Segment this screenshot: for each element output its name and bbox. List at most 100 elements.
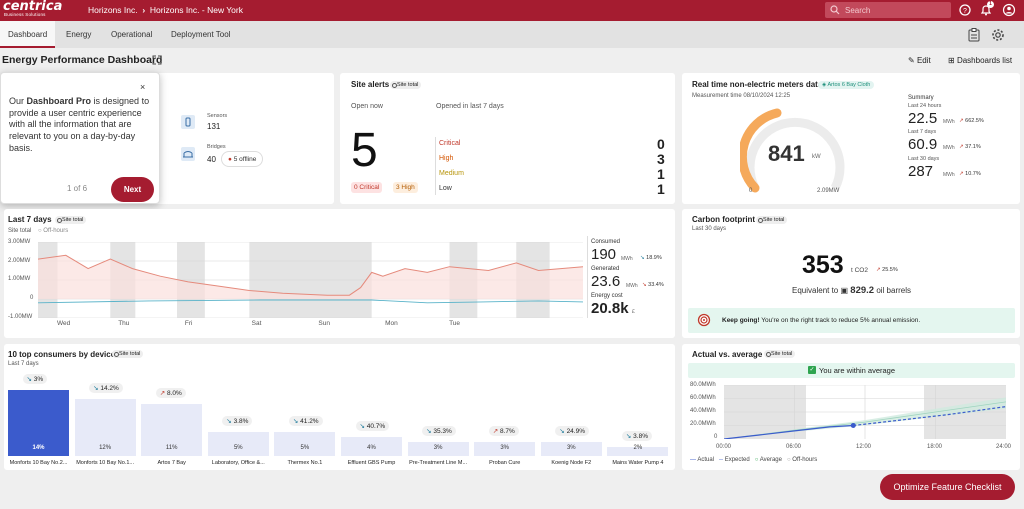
svg-text:?: ? — [963, 8, 967, 15]
day-label-sat: Sat — [251, 320, 262, 327]
expected-line — [853, 406, 1006, 427]
bell-icon[interactable] — [979, 3, 993, 17]
meter-tag[interactable]: ◈ Artos 6 Bay Cloth — [818, 81, 875, 89]
actual-ytick-40: 40.0MWh — [690, 408, 716, 414]
consumer-bar[interactable] — [474, 441, 536, 456]
carbon-chip[interactable]: Site total — [756, 216, 788, 224]
consumer-trend-value: 41.2% — [300, 418, 319, 426]
level-high-label: High — [439, 155, 454, 162]
opened-7d-label: Opened in last 7 days — [436, 103, 504, 110]
meter-tag-label: Artos 6 Bay Cloth — [827, 82, 871, 88]
tab-deployment-tool[interactable]: Deployment Tool — [171, 30, 231, 39]
tab-dashboard[interactable]: Dashboard — [0, 21, 56, 48]
expand-icon[interactable] — [152, 55, 162, 65]
consumer-trend: ↘ 3% — [22, 374, 48, 384]
consumer-name: Proban Cure — [489, 460, 521, 466]
generated-unit: MWh — [626, 283, 638, 289]
consumer-bar[interactable] — [8, 390, 69, 456]
consumer-bar[interactable] — [341, 437, 402, 456]
legend-actual[interactable]: — Actual — [690, 457, 714, 463]
consumer-bar[interactable] — [407, 441, 469, 456]
consumer-bar[interactable] — [141, 404, 203, 456]
trend-up-icon: ↗ — [959, 171, 966, 177]
consumer-trend-value: 14.2% — [100, 385, 119, 393]
offline-label: 5 offline — [233, 156, 257, 163]
user-icon[interactable] — [1002, 3, 1016, 17]
carbon-message: Keep going! You're on the right track to… — [722, 317, 920, 324]
dot-icon: ○ — [38, 228, 44, 234]
critical-pill[interactable]: 0 Critical — [351, 182, 383, 193]
consumer-bar[interactable] — [207, 432, 269, 456]
consumer-bar[interactable] — [274, 432, 336, 456]
consumer-name: Artos 7 Bay — [157, 460, 186, 466]
trend-down-icon: ↘ — [359, 423, 367, 431]
close-icon[interactable]: × — [140, 82, 146, 92]
consumer-name: Monforts 10 Bay No.1... — [76, 460, 134, 466]
offline-badge[interactable]: ● 5 offline — [221, 151, 264, 167]
tab-energy[interactable]: Energy — [66, 30, 92, 39]
day-label-thu: Thu — [118, 320, 130, 327]
site-alerts-title: Site alerts — [351, 80, 390, 89]
search-icon — [830, 5, 840, 15]
consumer-name: Koenig Node F2 — [551, 460, 592, 466]
summary-7d-label: Last 7 days — [908, 129, 937, 135]
brand-subtitle: Business Solutions — [4, 12, 46, 17]
site-alerts-chip[interactable]: Site total — [390, 81, 422, 89]
level-low-label: Low — [439, 185, 452, 192]
consumed-trend: ↘ 18.9% — [640, 255, 662, 261]
consumer-bar[interactable] — [540, 441, 602, 456]
legend-average[interactable]: ○ Average — [755, 457, 782, 463]
energy-cost-value: 20.8k — [591, 300, 629, 317]
high-pill[interactable]: 3 High — [393, 182, 418, 193]
consumer-share: 5% — [300, 445, 310, 451]
summary-7d-trend: ↗ 37.1% — [959, 144, 981, 150]
summary-30d-unit: MWh — [943, 172, 955, 178]
open-now-label: Open now — [351, 103, 383, 110]
consumers-chip[interactable]: Site total — [112, 350, 144, 358]
actual-ytick-20: 20.0MWh — [690, 421, 716, 427]
check-icon: ✓ — [808, 366, 816, 374]
edit-button[interactable]: ✎ Edit — [908, 56, 931, 65]
tour-next-button[interactable]: Next — [111, 177, 154, 202]
actual-ytick-0: 0 — [714, 434, 718, 440]
legend-off-hours[interactable]: ○ Off-hours — [38, 228, 68, 234]
carbon-unit: t CO2 — [851, 267, 868, 274]
breadcrumb-site[interactable]: Horizons Inc. - New York — [149, 5, 243, 15]
tour-text-post: is designed to provide a user centric ex… — [9, 96, 150, 153]
tab-operational[interactable]: Operational — [111, 30, 153, 39]
gear-icon[interactable] — [991, 28, 1005, 42]
legend-expected[interactable]: -- Expected — [719, 457, 750, 463]
summary-7d-unit: MWh — [943, 145, 955, 151]
breadcrumb-org[interactable]: Horizons Inc. — [88, 5, 138, 15]
consumer-share: 3% — [500, 445, 510, 451]
last7-chip[interactable]: Site total — [55, 216, 87, 224]
dashboards-list-button[interactable]: ⊞ Dashboards list — [948, 56, 1012, 65]
carbon-trend-value: 25.5% — [882, 267, 898, 273]
legend-site-total[interactable]: Site total — [8, 228, 32, 234]
consumption-area — [38, 255, 583, 299]
consumer-share: 4% — [367, 445, 376, 451]
actual-line — [724, 424, 854, 439]
oil-barrel-icon: ▣ — [840, 286, 849, 295]
consumer-bar[interactable] — [74, 399, 136, 456]
consumer-trend-value: 3.8% — [233, 418, 249, 426]
last7-chart[interactable] — [38, 242, 583, 318]
consumer-trend-value: 3.8% — [633, 432, 648, 440]
consumer-bar[interactable] — [607, 446, 669, 456]
help-icon[interactable]: ? — [958, 3, 972, 17]
summary-24h-unit: MWh — [943, 119, 955, 125]
summary-24h-value: 22.5 — [908, 110, 938, 127]
clipboard-icon[interactable] — [968, 28, 980, 42]
legend-off-hours[interactable]: ○ Off-hours — [787, 457, 817, 463]
ytick-minus-1mw: -1.00MW — [8, 314, 33, 320]
brand-logo[interactable]: centrica — [3, 0, 63, 14]
optimize-checklist-button[interactable]: Optimize Feature Checklist — [880, 474, 1015, 500]
consumer-share: 14% — [32, 445, 45, 451]
target-icon — [697, 313, 711, 327]
edit-label: Edit — [916, 56, 931, 65]
actual-chip[interactable]: Site total — [764, 350, 796, 358]
actual-chart[interactable] — [724, 385, 1006, 439]
search-input[interactable]: Search — [825, 2, 951, 18]
top-bar: centrica Business Solutions Horizons Inc… — [0, 0, 1024, 21]
meter-value: 841 — [768, 141, 805, 166]
